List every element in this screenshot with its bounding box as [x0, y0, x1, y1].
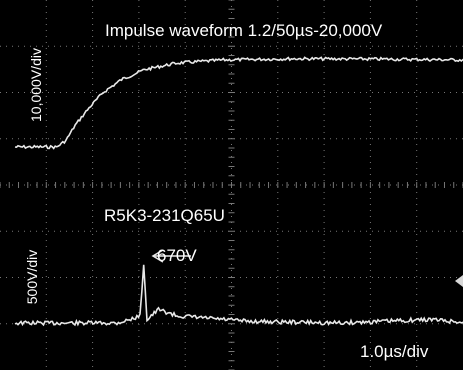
time-scale-label: 1.0µs/div: [360, 342, 429, 361]
peak-voltage-annotation: 670V: [157, 246, 197, 265]
upper-trace-line: [14, 56, 463, 150]
upper-y-scale-label: 10,000V/div: [28, 48, 44, 122]
lower-trace-line: [14, 264, 463, 327]
trigger-level-marker-icon: [455, 275, 463, 287]
lower-y-scale-label: 500V/div: [24, 249, 40, 305]
chart-title: Impulse waveform 1.2/50µs-20,000V: [105, 21, 383, 40]
lower-trace-label: R5K3-231Q65U: [104, 206, 225, 225]
peak-arrow-head-icon: [151, 249, 164, 263]
